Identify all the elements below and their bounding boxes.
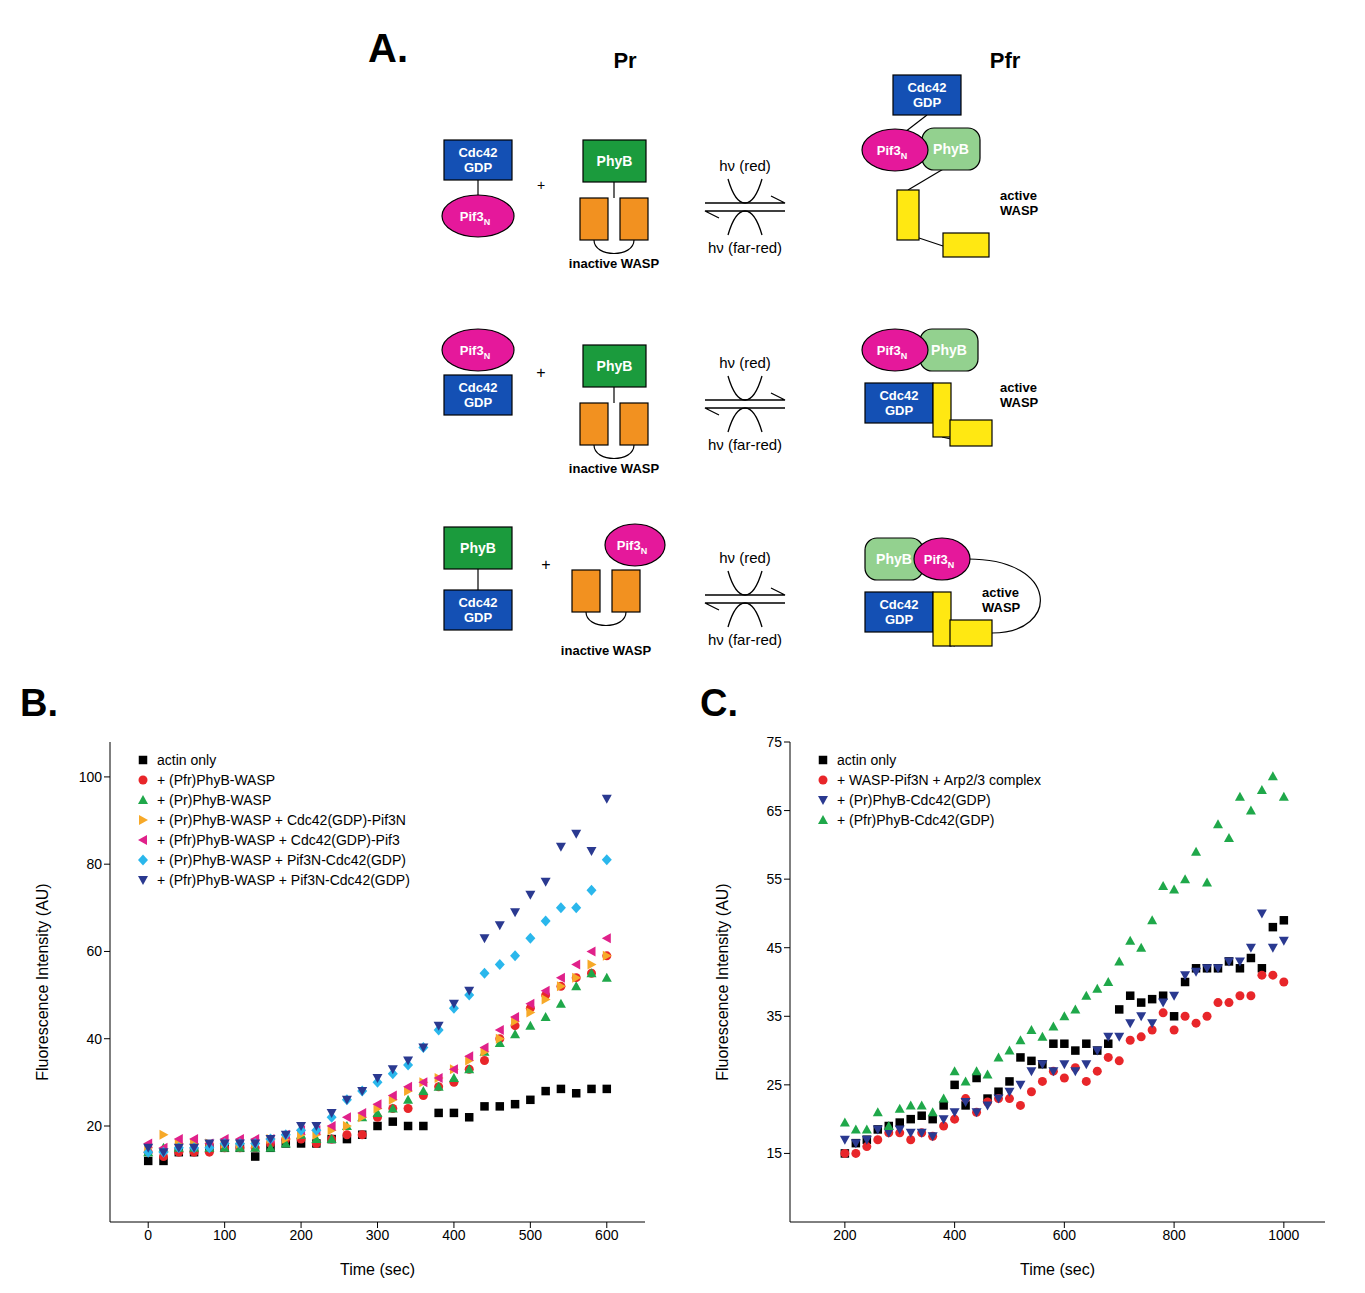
svg-text:Time (sec): Time (sec)	[340, 1261, 415, 1278]
svg-text:active: active	[1000, 188, 1037, 203]
svg-text:200: 200	[289, 1227, 313, 1243]
html-text:actin only: actin only	[157, 752, 217, 768]
svg-text:80: 80	[86, 856, 102, 872]
svg-text:inactive WASP: inactive WASP	[569, 256, 660, 271]
svg-text:Cdc42: Cdc42	[879, 388, 918, 403]
svg-text:PhyB: PhyB	[597, 358, 633, 374]
svg-text:WASP: WASP	[1000, 395, 1039, 410]
svg-text:75: 75	[766, 734, 782, 750]
svg-text:Pif3N: Pif3N	[877, 143, 907, 161]
svg-text:GDP: GDP	[885, 403, 914, 418]
svg-text:15: 15	[766, 1145, 782, 1161]
svg-text:100: 100	[213, 1227, 237, 1243]
svg-text:300: 300	[366, 1227, 390, 1243]
svg-text:Fluorescence Intensity (AU): Fluorescence Intensity (AU)	[34, 883, 51, 1080]
svg-text:hν (red): hν (red)	[719, 549, 771, 566]
svg-text:800: 800	[1162, 1227, 1186, 1243]
svg-text:600: 600	[595, 1227, 619, 1243]
svg-text:Pfr: Pfr	[990, 48, 1021, 73]
svg-text:55: 55	[766, 871, 782, 887]
html-text:C.: C.	[700, 682, 738, 724]
svg-text:Pif3N: Pif3N	[460, 209, 490, 227]
svg-text:WASP: WASP	[1000, 203, 1039, 218]
svg-text:+: +	[536, 364, 545, 381]
svg-text:35: 35	[766, 1008, 782, 1024]
svg-text:PhyB: PhyB	[933, 141, 969, 157]
svg-text:Pif3N: Pif3N	[924, 552, 954, 570]
svg-text:65: 65	[766, 803, 782, 819]
svg-text:200: 200	[833, 1227, 857, 1243]
svg-text:Fluorescence Intensity (AU): Fluorescence Intensity (AU)	[714, 883, 731, 1080]
svg-text:1000: 1000	[1268, 1227, 1299, 1243]
svg-text:GDP: GDP	[885, 612, 914, 627]
svg-text:GDP: GDP	[913, 95, 942, 110]
svg-text:Cdc42: Cdc42	[458, 145, 497, 160]
svg-text:GDP: GDP	[464, 395, 493, 410]
html-text:+ (Pfr)PhyB-WASP: + (Pfr)PhyB-WASP	[157, 772, 276, 788]
svg-text:WASP: WASP	[982, 600, 1021, 615]
svg-text:45: 45	[766, 940, 782, 956]
svg-text:PhyB: PhyB	[597, 153, 633, 169]
svg-text:PhyB: PhyB	[876, 551, 912, 567]
svg-text:hν (far-red): hν (far-red)	[708, 239, 782, 256]
svg-text:active: active	[982, 585, 1019, 600]
svg-text:Pr: Pr	[613, 48, 637, 73]
svg-text:60: 60	[86, 943, 102, 959]
svg-text:hν (red): hν (red)	[719, 157, 771, 174]
svg-text:hν (far-red): hν (far-red)	[708, 631, 782, 648]
svg-text:hν (far-red): hν (far-red)	[708, 436, 782, 453]
svg-text:400: 400	[442, 1227, 466, 1243]
svg-text:25: 25	[766, 1077, 782, 1093]
svg-text:Pif3N: Pif3N	[617, 538, 647, 556]
html-text:+ (Pr)PhyB-WASP: + (Pr)PhyB-WASP	[157, 792, 272, 808]
svg-text:0: 0	[144, 1227, 152, 1243]
svg-text:Pif3N: Pif3N	[877, 343, 907, 361]
svg-text:400: 400	[943, 1227, 967, 1243]
svg-text:Cdc42: Cdc42	[458, 595, 497, 610]
html-text:+ (Pr)PhyB-WASP + Pif3N-Cdc42(: + (Pr)PhyB-WASP + Pif3N-Cdc42(GDP)	[157, 852, 406, 868]
svg-text:active: active	[1000, 380, 1037, 395]
svg-text:500: 500	[519, 1227, 543, 1243]
svg-text:inactive WASP: inactive WASP	[561, 643, 652, 658]
html-text:+ (Pfr)PhyB-WASP + Cdc42(GDP)-: + (Pfr)PhyB-WASP + Cdc42(GDP)-Pif3	[157, 832, 400, 848]
svg-text:hν (red): hν (red)	[719, 354, 771, 371]
svg-text:GDP: GDP	[464, 160, 493, 175]
svg-text:+: +	[541, 556, 550, 573]
html-text:actin only: actin only	[837, 752, 897, 768]
html-text:+ (Pfr)PhyB-WASP + Pif3N-Cdc42: + (Pfr)PhyB-WASP + Pif3N-Cdc42(GDP)	[157, 872, 410, 888]
html-text:+ (Pr)PhyB-WASP + Cdc42(GDP)-P: + (Pr)PhyB-WASP + Cdc42(GDP)-Pif3N	[157, 812, 406, 828]
html-text:B.: B.	[20, 682, 58, 724]
svg-text:A.: A.	[368, 26, 408, 70]
svg-text:100: 100	[79, 769, 103, 785]
html-text:+ (Pr)PhyB-Cdc42(GDP): + (Pr)PhyB-Cdc42(GDP)	[837, 792, 991, 808]
svg-text:Cdc42: Cdc42	[879, 597, 918, 612]
svg-text:Cdc42: Cdc42	[907, 80, 946, 95]
svg-text:inactive WASP: inactive WASP	[569, 461, 660, 476]
svg-text:Cdc42: Cdc42	[458, 380, 497, 395]
html-text:+ (Pfr)PhyB-Cdc42(GDP): + (Pfr)PhyB-Cdc42(GDP)	[837, 812, 995, 828]
svg-text:40: 40	[86, 1031, 102, 1047]
svg-text:PhyB: PhyB	[931, 342, 967, 358]
svg-text:20: 20	[86, 1118, 102, 1134]
html-text:+ WASP-Pif3N + Arp2/3 complex: + WASP-Pif3N + Arp2/3 complex	[837, 772, 1042, 788]
svg-text:Pif3N: Pif3N	[460, 343, 490, 361]
svg-text:+: +	[537, 177, 545, 193]
svg-text:PhyB: PhyB	[460, 540, 496, 556]
svg-text:600: 600	[1053, 1227, 1077, 1243]
svg-text:GDP: GDP	[464, 610, 493, 625]
svg-text:Time (sec): Time (sec)	[1020, 1261, 1095, 1278]
